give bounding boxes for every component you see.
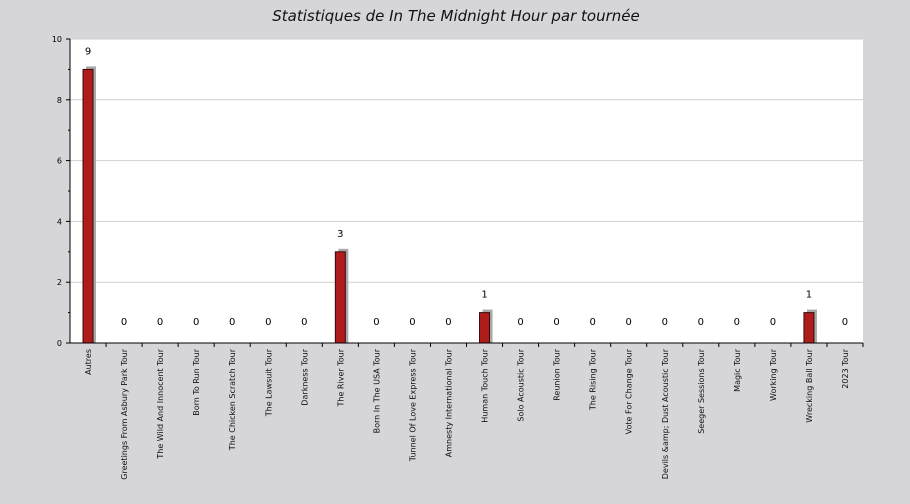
axes bbox=[66, 38, 864, 347]
x-tick-label: The Rising Tour bbox=[589, 348, 598, 411]
data-label: 0 bbox=[626, 317, 632, 328]
data-label: 0 bbox=[698, 317, 704, 328]
chart-title: Statistiques de In The Midnight Hour par… bbox=[272, 7, 639, 25]
data-label: 0 bbox=[229, 317, 235, 328]
data-label: 0 bbox=[265, 317, 271, 328]
x-tick-label: 2023 Tour bbox=[841, 348, 850, 388]
plot-area bbox=[70, 39, 863, 343]
x-tick-label: Magic Tour bbox=[733, 348, 742, 392]
data-label: 0 bbox=[409, 317, 415, 328]
data-label: 9 bbox=[85, 46, 91, 57]
y-tick-label: 10 bbox=[52, 35, 62, 44]
data-label: 0 bbox=[770, 317, 776, 328]
data-label: 0 bbox=[662, 317, 668, 328]
x-tick-label: Born In The USA Tour bbox=[372, 348, 381, 433]
x-tick-label: Solo Acoustic Tour bbox=[517, 348, 526, 421]
x-tick-label: Amnesty International Tour bbox=[444, 348, 453, 457]
bar bbox=[334, 251, 346, 344]
x-tick-label: Human Touch Tour bbox=[481, 348, 490, 422]
data-label: 0 bbox=[193, 317, 199, 328]
data-label: 0 bbox=[734, 317, 740, 328]
x-tick-label: Wrecking Ball Tour bbox=[805, 348, 814, 422]
bar bbox=[479, 312, 491, 344]
data-label: 0 bbox=[842, 317, 848, 328]
y-tick-label: 6 bbox=[57, 157, 62, 166]
data-label: 1 bbox=[806, 290, 812, 301]
x-tick-label: Autres bbox=[84, 349, 93, 375]
x-tick-label: Seeger Sessions Tour bbox=[697, 348, 706, 433]
x-tick-label: Tunnel Of Love Express Tour bbox=[408, 348, 417, 462]
data-label: 1 bbox=[481, 290, 487, 301]
data-label: 0 bbox=[445, 317, 451, 328]
y-tick-label: 4 bbox=[57, 217, 62, 226]
x-tick-label: Vote For Change Tour bbox=[625, 348, 634, 434]
bar bbox=[82, 68, 94, 344]
x-tick-label: Reunion Tour bbox=[553, 348, 562, 400]
x-tick-label: Devils &amp; Dust Acoustic Tour bbox=[661, 348, 670, 479]
data-labels: 9 0 0 0 0 0 0 3 0 0 0 1 0 0 0 0 0 0 0 0 1 0 bbox=[85, 46, 848, 328]
x-tick-label: The Lawsuit Tour bbox=[264, 348, 273, 417]
x-tick-label: The River Tour bbox=[336, 348, 345, 407]
data-label: 0 bbox=[553, 317, 559, 328]
y-tick-label: 0 bbox=[57, 339, 62, 348]
x-tick-label: Born To Run Tour bbox=[192, 348, 201, 415]
data-label: 0 bbox=[301, 317, 307, 328]
data-label: 0 bbox=[589, 317, 595, 328]
y-tick-label: 8 bbox=[57, 96, 62, 105]
data-label: 0 bbox=[157, 317, 163, 328]
y-tick-labels: 0 2 4 6 8 10 bbox=[52, 35, 62, 348]
bar bbox=[803, 312, 815, 344]
x-tick-label: Greetings From Asbury Park Tour bbox=[120, 348, 129, 479]
x-tick-label: Darkness Tour bbox=[300, 348, 309, 405]
data-label: 3 bbox=[337, 229, 343, 240]
x-tick-label: The Wild And Innocent Tour bbox=[156, 348, 165, 459]
data-label: 0 bbox=[373, 317, 379, 328]
data-label: 0 bbox=[517, 317, 523, 328]
data-label: 0 bbox=[121, 317, 127, 328]
grid-lines bbox=[70, 38, 863, 283]
x-tick-label: Working Tour bbox=[769, 348, 778, 401]
x-tick-labels: Autres Greetings From Asbury Park Tour The… bbox=[84, 348, 850, 479]
x-tick-label: The Chicken Scratch Tour bbox=[228, 348, 237, 451]
y-tick-label: 2 bbox=[57, 278, 62, 287]
